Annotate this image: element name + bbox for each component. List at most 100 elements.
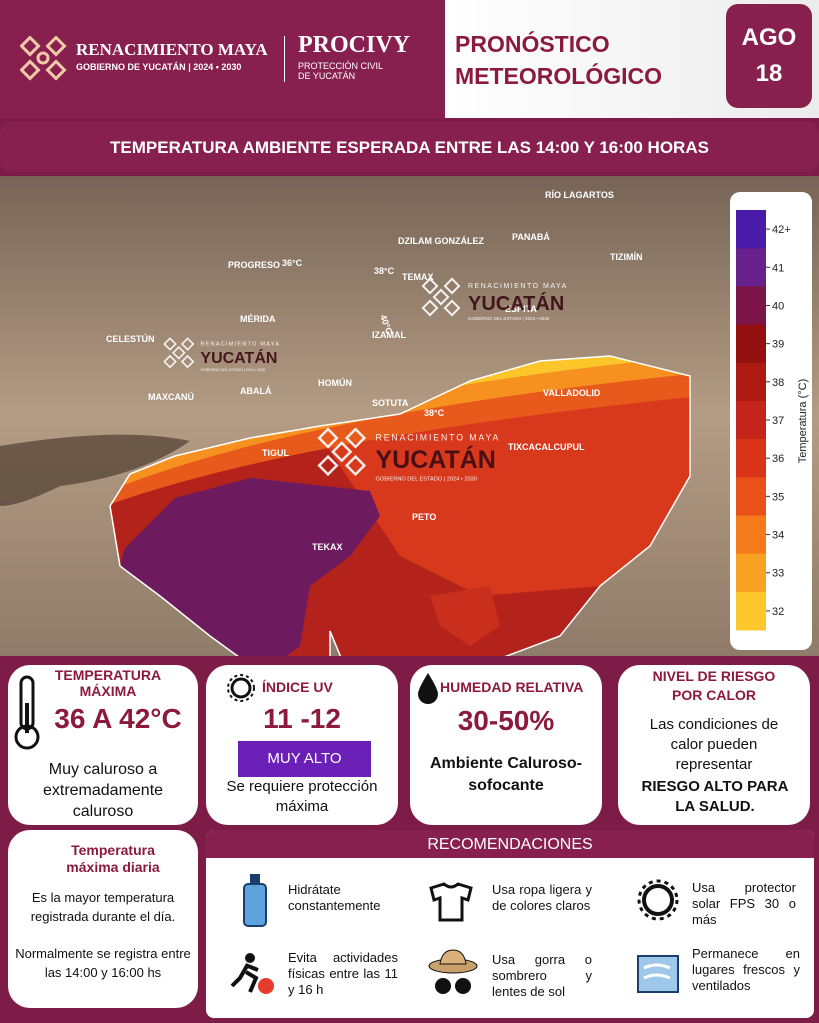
watermark-logo: [180, 354, 195, 369]
colorbar-tick-label: 39: [772, 339, 784, 351]
card-uv: ÍNDICE UV 11 -12 MUY ALTO Se requiere pr…: [206, 665, 398, 825]
place-label: VALLADOLID: [543, 388, 601, 398]
card-value: 11 -12: [263, 703, 341, 734]
watermark-text: GOBIERNO DEL ESTADO | 2024 • 2030: [200, 368, 265, 372]
date-month: AGO: [741, 24, 797, 51]
divider: [284, 36, 285, 82]
card-text: Las condiciones de calor pueden represen…: [649, 716, 779, 773]
hat-icon: [428, 949, 478, 994]
region-warm: [430, 586, 500, 646]
colorbar-label: Temperatura (°C): [797, 379, 809, 463]
recommendation: Usa protector solar FPS 30 o más: [692, 880, 796, 927]
contour-label: 38°C: [424, 408, 445, 418]
agency: PROCIVY: [298, 32, 410, 58]
colorbar-band: [736, 286, 766, 326]
watermark-logo: [421, 299, 439, 317]
sun-icon: [227, 674, 255, 702]
place-label: ABALÁ: [240, 386, 272, 396]
drop-icon: [418, 673, 438, 704]
colorbar-band: [736, 553, 766, 593]
watermark-text: RENACIMIENTO MAYA: [468, 283, 568, 290]
subtitle-bar: [0, 122, 819, 172]
colorbar-band: [736, 324, 766, 364]
region-hottest: [120, 478, 380, 656]
card-title: ÍNDICE UV: [262, 679, 333, 695]
colorbar-band: [736, 362, 766, 402]
colorbar-tick-label: 34: [772, 530, 784, 542]
watermark-logo: [344, 427, 367, 449]
watermark-logo: [172, 346, 186, 360]
watermark-logo: [421, 277, 439, 295]
brand: RENACIMIENTO MAYA: [76, 40, 268, 59]
shirt-icon: [429, 882, 473, 922]
date-box: AGO 18: [726, 4, 812, 108]
watermark-logo: [443, 299, 461, 317]
watermark-logo: [443, 277, 461, 295]
date-day: 18: [755, 60, 783, 87]
card-humidity: HUMEDAD RELATIVA 30-50% Ambiente Caluros…: [410, 665, 602, 825]
place-label: IZAMAL: [372, 330, 406, 340]
info-text: Es la mayor temperatura registrada duran…: [30, 890, 176, 924]
recommendation: Permanece en lugares frescos y ventilado…: [692, 946, 800, 993]
recommendation: Usa gorra o sombrero y lentes de sol: [492, 952, 592, 999]
watermark-logo: [163, 337, 177, 351]
map: RÍO LAGARTOS DZILAM GONZÁLEZ PANABÁ TIZIMÍN…: [0, 176, 819, 656]
recommendation: Evita actividades físicas entre las 11 y…: [288, 950, 398, 997]
colorbar-tick-label: 33: [772, 568, 784, 580]
watermark: RENACIMIENTO MAYA YUCATÁN GOBIERNO DEL EST…: [317, 427, 498, 483]
watermark-logo: [317, 454, 339, 477]
header-left: [0, 0, 445, 118]
logo: [20, 36, 67, 81]
place-label: HOMÚN: [318, 377, 352, 388]
card-title: TEMPERATURA MÁXIMA: [54, 667, 162, 699]
card-value: 30-50%: [457, 705, 555, 736]
watermark-logo: [180, 337, 195, 351]
sun-icon: [637, 879, 679, 921]
colorbar-band: [736, 591, 766, 631]
recommendations-title: RECOMENDACIONES: [206, 830, 814, 858]
info-title: Temperatura máxima diaria: [66, 842, 160, 875]
brand-sub-text: GOBIERNO DE YUCATÁN: [76, 62, 186, 72]
recommendation: Usa ropa ligera y de colores claros: [492, 882, 592, 913]
recommendations: RECOMENDACIONES Hidrátate constantemente…: [206, 830, 814, 1018]
colorbar-tick-label: 35: [772, 491, 784, 503]
agency-sub: PROTECCIÓN CIVIL DE YUCATÁN: [298, 61, 383, 81]
title-line: METEOROLÓGICO: [455, 63, 662, 89]
place-label: TIXCACALCUPUL: [508, 442, 585, 452]
place-label: ESPITA: [505, 304, 537, 314]
card-risk: NIVEL DE RIESGO POR CALOR Las condicione…: [618, 665, 810, 825]
runner-icon: [230, 953, 274, 994]
place-label: TIGUL: [262, 448, 289, 458]
colorbar-tick-label: 38: [772, 377, 784, 389]
card-value: 36 A 42°C: [54, 703, 182, 734]
card-badge: MUY ALTO: [238, 741, 371, 777]
place-label: MÉRIDA: [240, 314, 276, 324]
card-text: Se requiere protección máxima: [226, 778, 378, 815]
contour-label: 36°C: [282, 258, 303, 268]
colorbar-band: [736, 515, 766, 555]
recommendation: Hidrátate constantemente: [288, 882, 381, 913]
watermark-text: YUCATÁN: [468, 292, 564, 315]
title-line: PRONÓSTICO: [455, 31, 610, 57]
watermark-text: YUCATÁN: [376, 445, 496, 474]
watermark-logo: [331, 441, 353, 463]
colorbar-tick-label: 37: [772, 415, 784, 427]
watermark-logo: [163, 354, 177, 369]
colorbar-tick-label: 41: [772, 262, 784, 274]
place-label: DZILAM GONZÁLEZ: [398, 236, 484, 246]
subtitle: TEMPERATURA AMBIENTE ESPERADA ENTRE LAS …: [110, 138, 709, 157]
watermark-logo: [432, 288, 450, 306]
card-temperature: TEMPERATURA MÁXIMA 36 A 42°C Muy caluros…: [8, 665, 198, 825]
colorbar-band: [736, 439, 766, 478]
contour-label: 38°C: [374, 266, 395, 276]
place-label: RÍO LAGARTOS: [545, 190, 614, 200]
thermometer-icon: [14, 675, 40, 750]
place-label: CELESTÚN: [106, 333, 155, 344]
place-label: SOTUTA: [372, 398, 409, 408]
card-text: Muy caluroso a extremadamente caluroso: [42, 761, 164, 820]
colorbar-tick-label: 40: [772, 300, 784, 312]
info-text: Normalmente se registra entre las 14:00 …: [15, 946, 191, 980]
colorbar-tick-label: 36: [772, 453, 784, 465]
title: PRONÓSTICO METEOROLÓGICO: [455, 28, 662, 92]
